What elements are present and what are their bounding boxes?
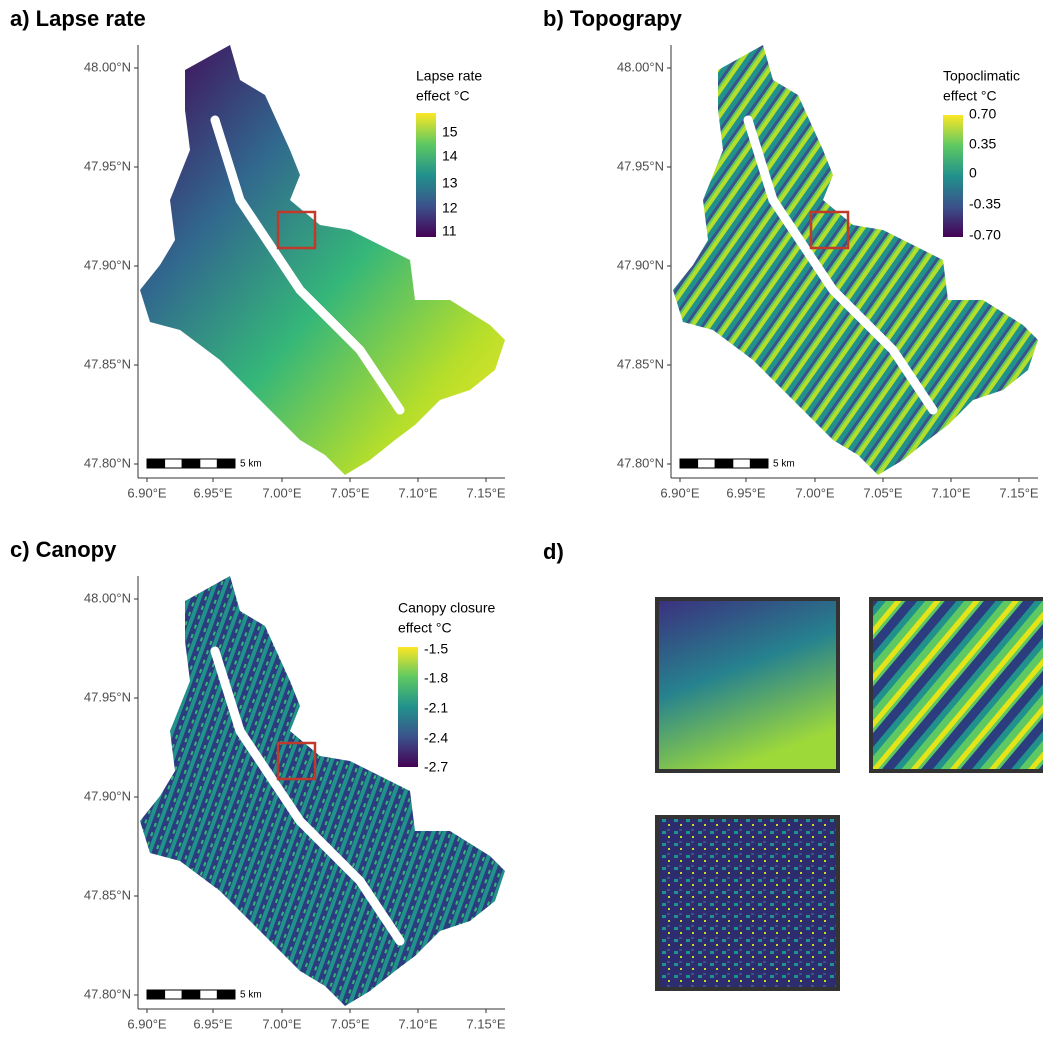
y-tick-label: 47.95°N <box>617 158 664 173</box>
x-tick-label: 6.95°E <box>193 1016 233 1031</box>
zoom-topography <box>869 597 1043 773</box>
scale-label: 5 km <box>773 459 795 470</box>
study-box <box>276 210 317 250</box>
study-box <box>276 741 317 781</box>
y-tick-label: 47.85°N <box>84 887 131 902</box>
scale-segment <box>181 458 201 469</box>
valley-gap <box>210 115 405 415</box>
x-tick-label: 7.10°E <box>931 485 971 500</box>
zoom-canopy <box>655 815 840 991</box>
scale-segment <box>714 458 734 469</box>
legend-label: -2.4 <box>424 730 448 746</box>
y-tick-label: 47.90°N <box>617 257 664 272</box>
legend-label: 14 <box>442 148 458 164</box>
x-tick-label: 7.10°E <box>398 485 438 500</box>
y-tick-label: 48.00°N <box>84 590 131 605</box>
legend-label: 0 <box>969 165 977 181</box>
legend-label: -2.1 <box>424 700 448 716</box>
x-tick-label: 6.90°E <box>660 485 700 500</box>
y-tick-label: 47.90°N <box>84 788 131 803</box>
legend-title: Topoclimatic <box>943 68 1020 84</box>
colorbar <box>416 113 436 237</box>
x-tick-label: 7.15°E <box>999 485 1039 500</box>
y-tick-label: 47.80°N <box>617 455 664 470</box>
catchment <box>673 45 1038 475</box>
legend-label: -1.5 <box>424 641 448 657</box>
colorbar <box>398 647 418 767</box>
map-panel: c) Canopy 48.00°N 47.95°N 47.90°N 47.85°N 47.… <box>10 537 506 1032</box>
y-tick-label: 48.00°N <box>84 59 131 74</box>
map-panel: a) Lapse rate 48.00°N 47.95°N 47.90°N 47.85°… <box>10 6 506 501</box>
panel-title: a) Lapse rate <box>10 6 146 31</box>
x-tick-label: 7.10°E <box>398 1016 438 1031</box>
y-tick-label: 48.00°N <box>617 59 664 74</box>
x-tick-label: 7.15°E <box>466 485 506 500</box>
legend-label: -1.8 <box>424 670 448 686</box>
legend-title: Canopy closure <box>398 600 495 616</box>
catchment <box>140 576 505 1006</box>
valley-gap <box>210 646 405 946</box>
legend-title: effect °C <box>416 88 470 104</box>
scale-label: 5 km <box>240 990 262 1001</box>
x-tick-label: 6.95°E <box>193 485 233 500</box>
y-tick-label: 47.85°N <box>617 356 664 371</box>
catchment <box>140 45 505 475</box>
x-tick-label: 7.05°E <box>330 485 370 500</box>
x-tick-label: 7.05°E <box>330 1016 370 1031</box>
legend-label: 12 <box>442 200 458 216</box>
legend-label: 11 <box>442 223 457 239</box>
legend-label: 0.70 <box>969 106 996 122</box>
panel-title: b) Topograpy <box>543 6 683 31</box>
legend-label: 0.35 <box>969 136 996 152</box>
x-tick-label: 7.00°E <box>262 1016 302 1031</box>
scale-segment <box>216 458 236 469</box>
x-tick-label: 6.90°E <box>127 1016 167 1031</box>
legend-label: -2.7 <box>424 759 448 775</box>
panel-title: d) <box>543 539 564 564</box>
x-tick-label: 7.15°E <box>466 1016 506 1031</box>
study-box <box>809 210 850 250</box>
legend-label: 13 <box>442 175 458 191</box>
y-tick-label: 47.85°N <box>84 356 131 371</box>
scale-segment <box>199 989 218 1000</box>
x-tick-label: 7.00°E <box>262 485 302 500</box>
legend-title: Lapse rate <box>416 68 482 84</box>
legend-title: effect °C <box>398 620 452 636</box>
scale-segment <box>146 989 166 1000</box>
scale-segment <box>216 989 236 1000</box>
valley-gap <box>743 115 938 415</box>
legend-label: -0.70 <box>969 227 1001 243</box>
x-tick-label: 6.90°E <box>127 485 167 500</box>
legend-label: -0.35 <box>969 196 1001 212</box>
scale-segment <box>732 458 751 469</box>
scale-segment <box>199 458 218 469</box>
x-tick-label: 6.95°E <box>726 485 766 500</box>
scale-segment <box>146 458 166 469</box>
y-tick-label: 47.80°N <box>84 455 131 470</box>
y-tick-label: 47.90°N <box>84 257 131 272</box>
legend-label: 15 <box>442 124 458 140</box>
map-panel: b) Topograpy 48.00°N 47.95°N 47.90°N 47.85°N… <box>543 6 1039 501</box>
scale-label: 5 km <box>240 459 262 470</box>
scale-segment <box>164 458 183 469</box>
x-tick-label: 7.00°E <box>795 485 835 500</box>
zoom-lapse <box>655 597 840 773</box>
scale-segment <box>749 458 769 469</box>
x-tick-label: 7.05°E <box>863 485 903 500</box>
panel-d: d) <box>543 539 1043 991</box>
scale-segment <box>697 458 716 469</box>
panel-title: c) Canopy <box>10 537 117 562</box>
y-tick-label: 47.80°N <box>84 986 131 1001</box>
legend-title: effect °C <box>943 88 997 104</box>
colorbar <box>943 115 963 237</box>
y-tick-label: 47.95°N <box>84 158 131 173</box>
scale-segment <box>164 989 183 1000</box>
y-tick-label: 47.95°N <box>84 689 131 704</box>
scale-segment <box>679 458 699 469</box>
scale-segment <box>181 989 201 1000</box>
